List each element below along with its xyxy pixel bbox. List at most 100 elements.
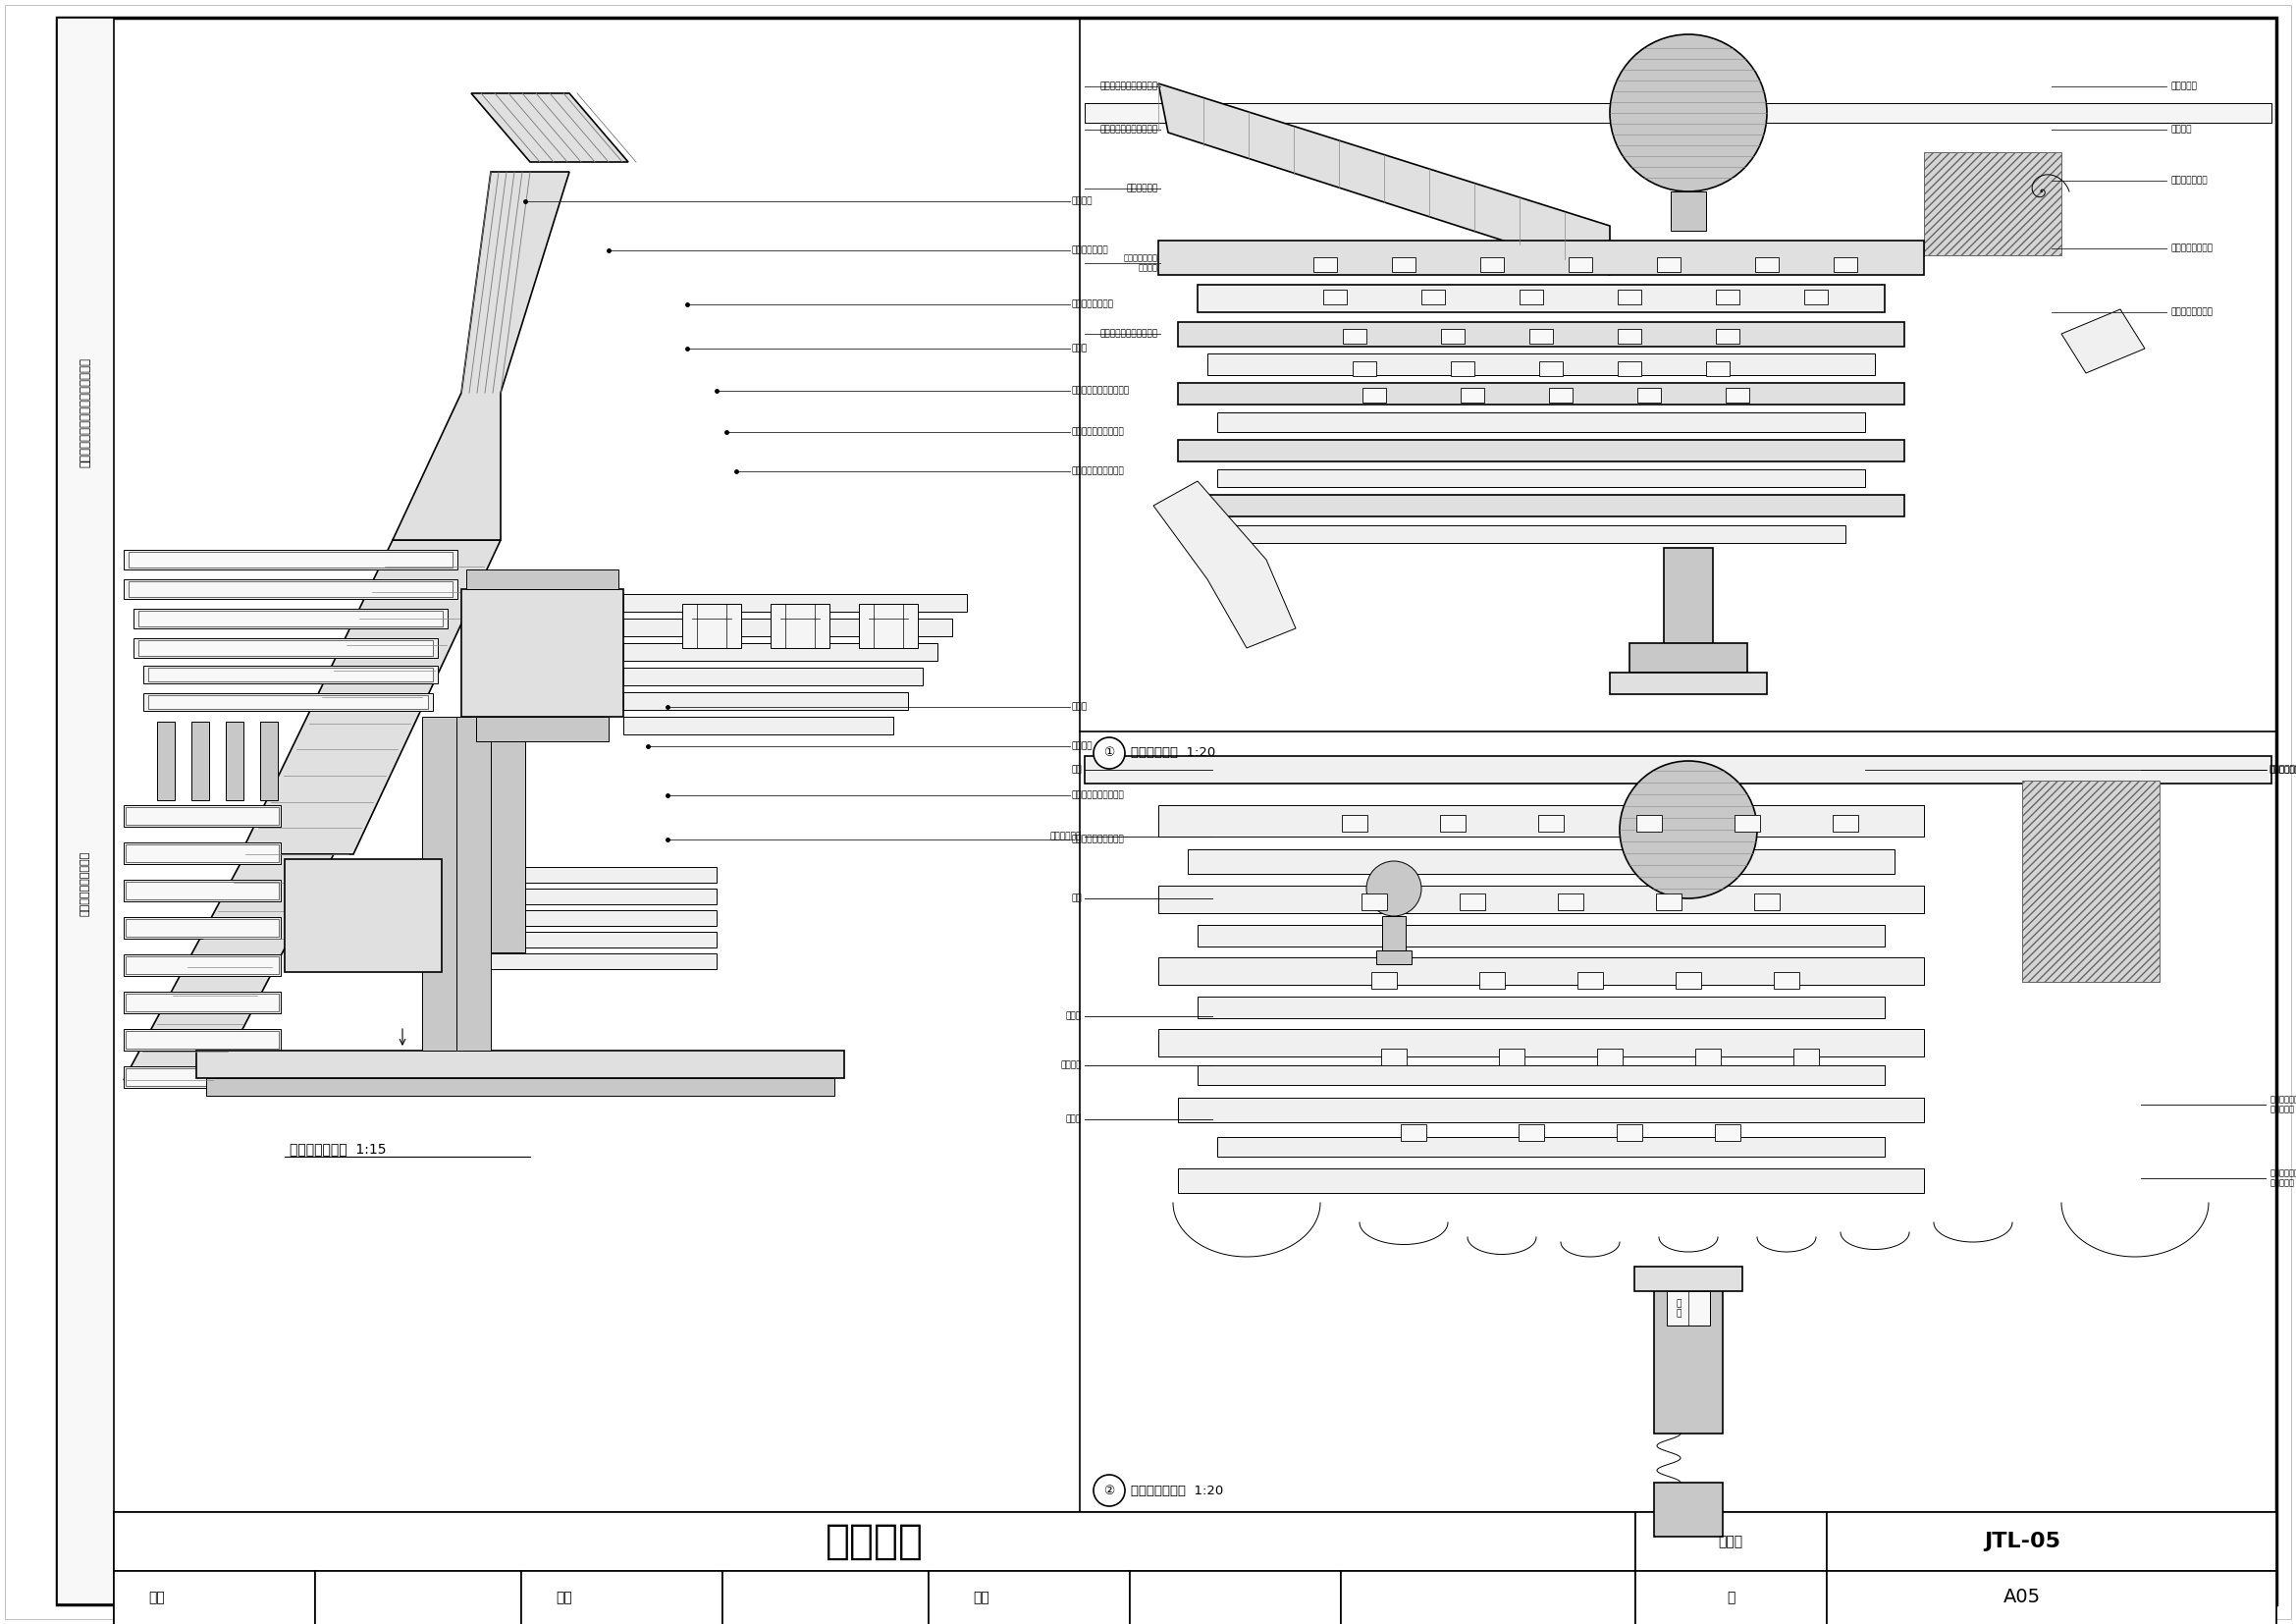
Bar <box>126 1031 278 1049</box>
Bar <box>521 1570 723 1624</box>
Text: 斜橑头木: 斜橑头木 <box>1072 197 1093 206</box>
Bar <box>491 716 526 952</box>
Text: 把臂厢栱: 把臂厢栱 <box>1072 742 1093 750</box>
Circle shape <box>1366 861 1421 916</box>
Bar <box>1481 257 1504 271</box>
Bar <box>1178 1098 1924 1122</box>
Bar <box>422 716 457 1051</box>
Text: 蚱角刺翘榫头带单材方装: 蚱角刺翘榫头带单材方装 <box>1100 125 1157 135</box>
Bar <box>1157 957 1924 984</box>
Bar <box>475 716 608 741</box>
Bar <box>115 1512 1635 1570</box>
Bar <box>115 1512 2275 1624</box>
Bar <box>57 18 115 1605</box>
Bar <box>1178 383 1903 404</box>
Bar <box>225 721 243 801</box>
Bar <box>1130 1570 1341 1624</box>
Bar <box>1793 1049 1818 1065</box>
Bar <box>1706 361 1729 377</box>
Polygon shape <box>124 854 333 1080</box>
Bar <box>1157 885 1924 913</box>
Text: 角科斗拱正立面  1:20: 角科斗拱正立面 1:20 <box>1132 1484 1224 1497</box>
Polygon shape <box>1924 153 2062 255</box>
Bar <box>1460 893 1486 909</box>
Bar <box>682 604 742 648</box>
Bar <box>622 667 923 685</box>
Bar <box>124 843 280 864</box>
Bar <box>1217 1137 1885 1156</box>
Bar <box>1630 643 1747 672</box>
Bar <box>124 955 280 976</box>
Bar <box>1371 973 1396 989</box>
Text: 角科斗拱俯视图  1:15: 角科斗拱俯视图 1:15 <box>289 1142 386 1156</box>
Bar <box>441 953 716 970</box>
Text: 角科斗拱侧面  1:20: 角科斗拱侧面 1:20 <box>1132 747 1215 760</box>
Bar <box>1637 815 1662 831</box>
Text: 金属幕墙设计研究总院技术管理中心: 金属幕墙设计研究总院技术管理中心 <box>78 357 92 468</box>
Bar <box>1322 289 1348 304</box>
Bar <box>1208 354 1876 375</box>
Bar <box>138 611 443 627</box>
Bar <box>1341 1570 1635 1624</box>
Bar <box>142 693 434 711</box>
Text: 蚱角正头昂带正心万栱: 蚱角正头昂带正心万栱 <box>1072 791 1125 799</box>
Bar <box>1655 893 1681 909</box>
Bar <box>1178 1168 1924 1194</box>
Text: 校对: 校对 <box>556 1590 572 1605</box>
Circle shape <box>1093 737 1125 768</box>
Bar <box>928 1570 1130 1624</box>
Bar <box>1671 192 1706 231</box>
Bar <box>197 1051 845 1078</box>
Bar <box>466 570 618 590</box>
Bar <box>1440 815 1465 831</box>
Bar <box>1520 289 1543 304</box>
Bar <box>126 919 278 937</box>
Bar <box>1529 330 1552 344</box>
Bar <box>1362 388 1387 403</box>
Text: 宝瓶: 宝瓶 <box>1072 765 1081 775</box>
Text: 角科斗拱: 角科斗拱 <box>827 1522 923 1562</box>
Bar <box>1401 1124 1426 1142</box>
Bar <box>126 994 278 1012</box>
Bar <box>126 1069 278 1086</box>
Text: 页: 页 <box>1727 1590 1736 1605</box>
Bar <box>723 1570 928 1624</box>
Bar <box>124 880 280 901</box>
Bar <box>1828 1512 2275 1570</box>
Bar <box>1538 815 1564 831</box>
Bar <box>1382 916 1405 950</box>
Bar <box>1667 1291 1711 1325</box>
Bar <box>1835 257 1857 271</box>
Bar <box>859 604 918 648</box>
Bar <box>1460 388 1483 403</box>
Bar <box>1832 815 1857 831</box>
Bar <box>1635 1570 1828 1624</box>
Bar <box>1199 926 1885 947</box>
Bar <box>1619 330 1642 344</box>
Bar <box>1665 547 1713 646</box>
Bar <box>622 643 937 661</box>
Bar <box>124 992 280 1013</box>
Bar <box>457 716 491 1051</box>
Polygon shape <box>1157 83 1609 274</box>
Text: 蚱角正头昂后带正心万栱: 蚱角正头昂后带正心万栱 <box>1072 387 1130 395</box>
Text: 由昂后带六分头: 由昂后带六分头 <box>1072 245 1109 255</box>
Text: 蚱角正头昂后
带正心万栱: 蚱角正头昂后 带正心万栱 <box>2271 1095 2296 1114</box>
Text: A05: A05 <box>2004 1588 2041 1606</box>
Bar <box>1084 102 2271 123</box>
Text: 里进夹合单材瓜拔: 里进夹合单材瓜拔 <box>2172 309 2213 317</box>
Bar <box>149 695 427 710</box>
Text: 斜橑头木: 斜橑头木 <box>2172 125 2193 135</box>
Text: 升
卯: 升 卯 <box>1676 1299 1681 1319</box>
Bar <box>1775 973 1800 989</box>
Bar <box>1352 361 1375 377</box>
Bar <box>1341 815 1368 831</box>
Bar <box>315 1570 521 1624</box>
Bar <box>124 551 457 570</box>
Text: 正心枋: 正心枋 <box>1072 344 1088 352</box>
Bar <box>1715 289 1740 304</box>
Polygon shape <box>241 541 501 854</box>
Bar <box>124 1067 280 1088</box>
Bar <box>126 957 278 974</box>
Bar <box>1391 257 1417 271</box>
